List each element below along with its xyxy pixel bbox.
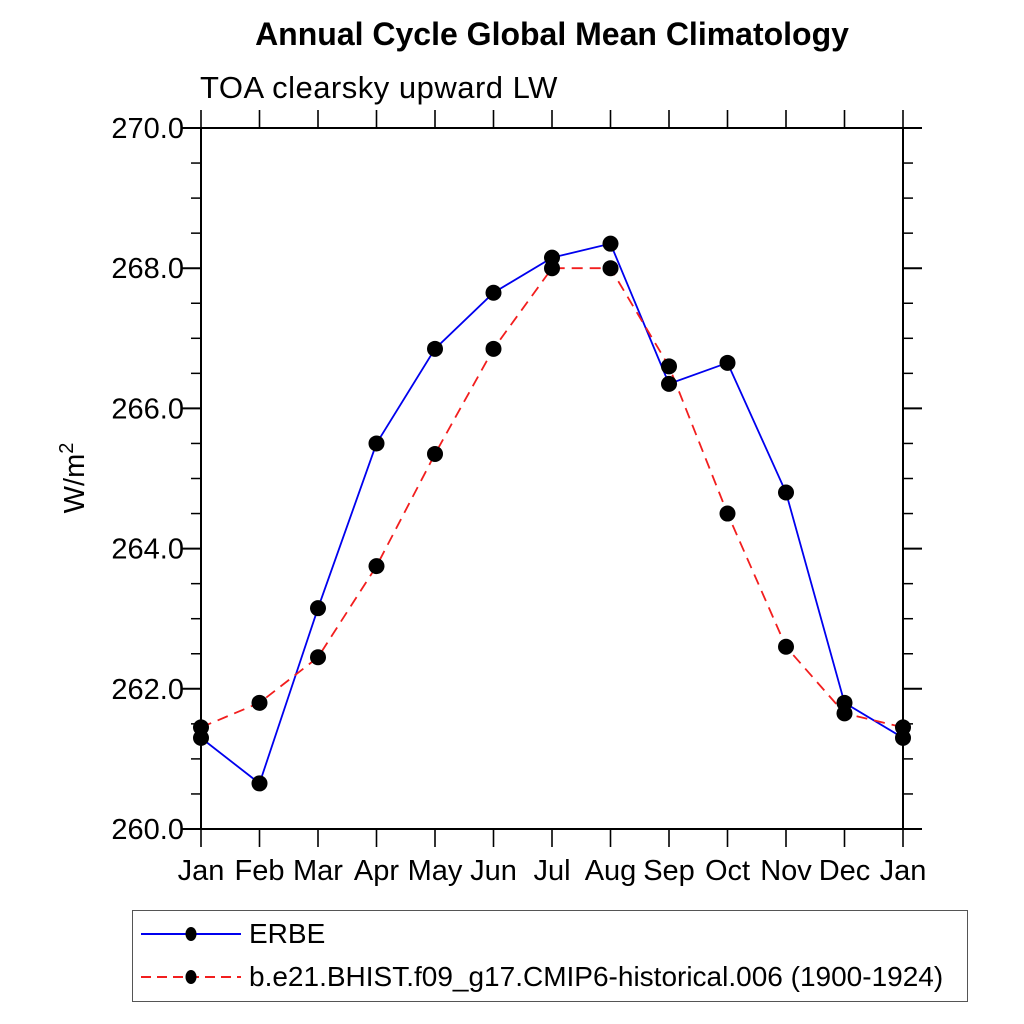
data-point [368, 558, 385, 575]
x-tick-label: Oct [705, 855, 750, 887]
data-point [602, 260, 619, 277]
x-tick-label: Aug [585, 855, 637, 887]
data-point [427, 445, 443, 462]
data-point [895, 719, 911, 736]
legend-sample-marker [185, 927, 197, 941]
x-tick-label: Sep [643, 855, 695, 887]
x-tick-label: Nov [760, 855, 812, 887]
y-tick-label: 262.0 [111, 674, 184, 706]
y-tick-label: 270.0 [111, 113, 184, 145]
legend-sample [141, 970, 241, 984]
data-point [251, 694, 268, 711]
data-point [485, 340, 502, 357]
legend-label-model: b.e21.BHIST.f09_g17.CMIP6-historical.006… [249, 961, 944, 992]
data-point [602, 235, 619, 252]
x-tick-label: Mar [293, 855, 343, 887]
y-tick-label: 260.0 [111, 814, 184, 846]
series-line-model [200, 267, 904, 729]
data-point [485, 284, 502, 301]
y-tick-label: 264.0 [111, 534, 184, 566]
chart-subtitle: TOA clearsky upward LW [200, 70, 558, 105]
data-point [368, 435, 385, 452]
legend-item-erbe: ERBE [141, 918, 325, 950]
y-tick-label: 268.0 [111, 253, 184, 285]
data-point [661, 358, 677, 375]
legend-item-model: b.e21.BHIST.f09_g17.CMIP6-historical.006… [141, 961, 943, 993]
data-point [310, 600, 326, 617]
data-point [778, 638, 794, 655]
data-point [836, 705, 853, 722]
x-tick-label: Jun [470, 855, 517, 887]
data-point [427, 340, 443, 357]
data-point [310, 649, 326, 666]
data-point [719, 354, 736, 371]
plot-frame [200, 127, 904, 830]
x-tick-label: Dec [819, 855, 871, 887]
legend-box: ERBE b.e21.BHIST.f09_g17.CMIP6-historica… [132, 910, 968, 1002]
data-point [661, 375, 677, 392]
data-point [544, 260, 560, 277]
y-tick-label: 266.0 [111, 393, 184, 425]
x-tick-label: Feb [235, 855, 285, 887]
x-tick-label: Jul [533, 855, 570, 887]
chart-title: Annual Cycle Global Mean Climatology [255, 16, 849, 52]
data-point [719, 505, 736, 522]
legend-sample-marker [185, 970, 197, 984]
data-point [193, 719, 209, 736]
x-tick-label: Apr [354, 855, 399, 887]
x-tick-label: Jan [880, 855, 927, 887]
legend-label-erbe: ERBE [249, 918, 326, 949]
data-point [251, 775, 268, 792]
x-tick-label: Jan [178, 855, 225, 887]
x-tick-label: May [408, 855, 463, 887]
chart-canvas: Jan Feb Mar Apr May Jun Jul Aug Sep Oct Nov Dec Jan 2… [111, 110, 927, 887]
series-line-erbe [200, 242, 904, 785]
legend-sample [141, 927, 241, 941]
data-point [778, 484, 794, 501]
